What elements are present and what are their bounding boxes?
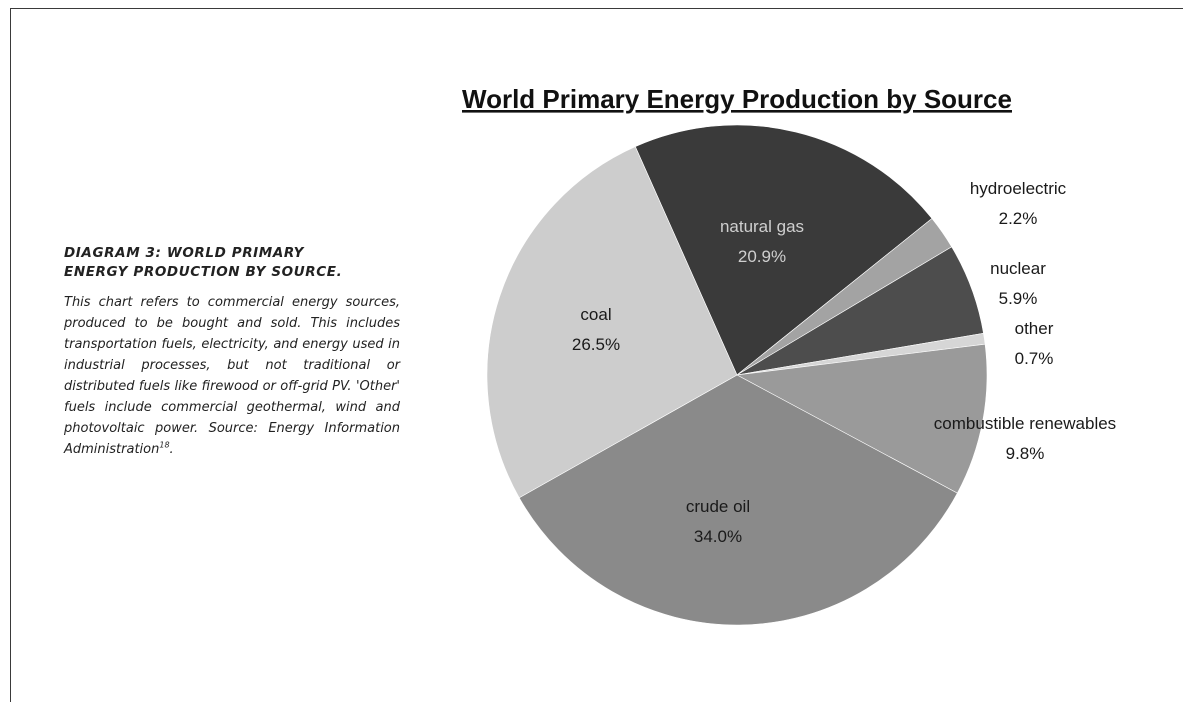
slice-value-other: 0.7% xyxy=(1015,349,1054,368)
caption-heading: DIAGRAM 3: WORLD PRIMARY ENERGY PRODUCTI… xyxy=(64,244,400,282)
slice-label-other: other xyxy=(1015,319,1054,338)
slice-value-natural-gas: 20.9% xyxy=(738,247,786,266)
slice-label-crude-oil: crude oil xyxy=(686,497,750,516)
slice-label-coal: coal xyxy=(580,305,611,324)
slice-label-hydroelectric: hydroelectric xyxy=(970,179,1067,198)
pie-slice-coal xyxy=(486,146,738,499)
caption-trailing: . xyxy=(169,442,174,457)
diagram-caption: DIAGRAM 3: WORLD PRIMARY ENERGY PRODUCTI… xyxy=(64,244,400,460)
slice-value-hydroelectric: 2.2% xyxy=(999,209,1038,228)
slice-label-combustible-renewables: combustible renewables xyxy=(934,414,1116,433)
pie-slice-crude-oil xyxy=(518,374,958,626)
frame-top-border xyxy=(10,8,1183,9)
slice-label-nuclear: nuclear xyxy=(990,259,1046,278)
caption-body: This chart refers to commercial energy s… xyxy=(64,292,400,460)
pie-slice-combustible-renewables xyxy=(736,343,988,494)
chart-title: World Primary Energy Production by Sourc… xyxy=(462,84,1012,114)
slice-value-combustible-renewables: 9.8% xyxy=(1006,444,1045,463)
pie-labels: natural gas 20.9% hydroelectric 2.2% nuclear… xyxy=(572,179,1116,546)
slice-value-crude-oil: 34.0% xyxy=(694,527,742,546)
frame-left-border xyxy=(10,8,11,702)
slice-value-nuclear: 5.9% xyxy=(999,289,1038,308)
footnote-ref: 18 xyxy=(159,440,170,450)
caption-heading-line1: DIAGRAM 3: WORLD PRIMARY xyxy=(64,245,305,261)
caption-body-text: This chart refers to commercial energy s… xyxy=(64,295,400,457)
caption-heading-line2: ENERGY PRODUCTION BY SOURCE. xyxy=(64,264,343,280)
slice-label-natural-gas: natural gas xyxy=(720,217,804,236)
slice-value-coal: 26.5% xyxy=(572,335,620,354)
pie-slices xyxy=(486,124,988,626)
